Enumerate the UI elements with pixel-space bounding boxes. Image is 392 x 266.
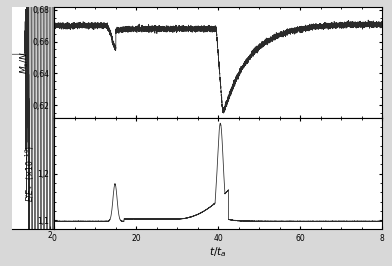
Y-axis label: $M_s/N$: $M_s/N$ xyxy=(18,51,31,74)
Y-axis label: $E/E_*$  ($\times 10^{-10}$): $E/E_*$ ($\times 10^{-10}$) xyxy=(24,145,36,202)
X-axis label: $t/t_a$: $t/t_a$ xyxy=(209,246,227,259)
